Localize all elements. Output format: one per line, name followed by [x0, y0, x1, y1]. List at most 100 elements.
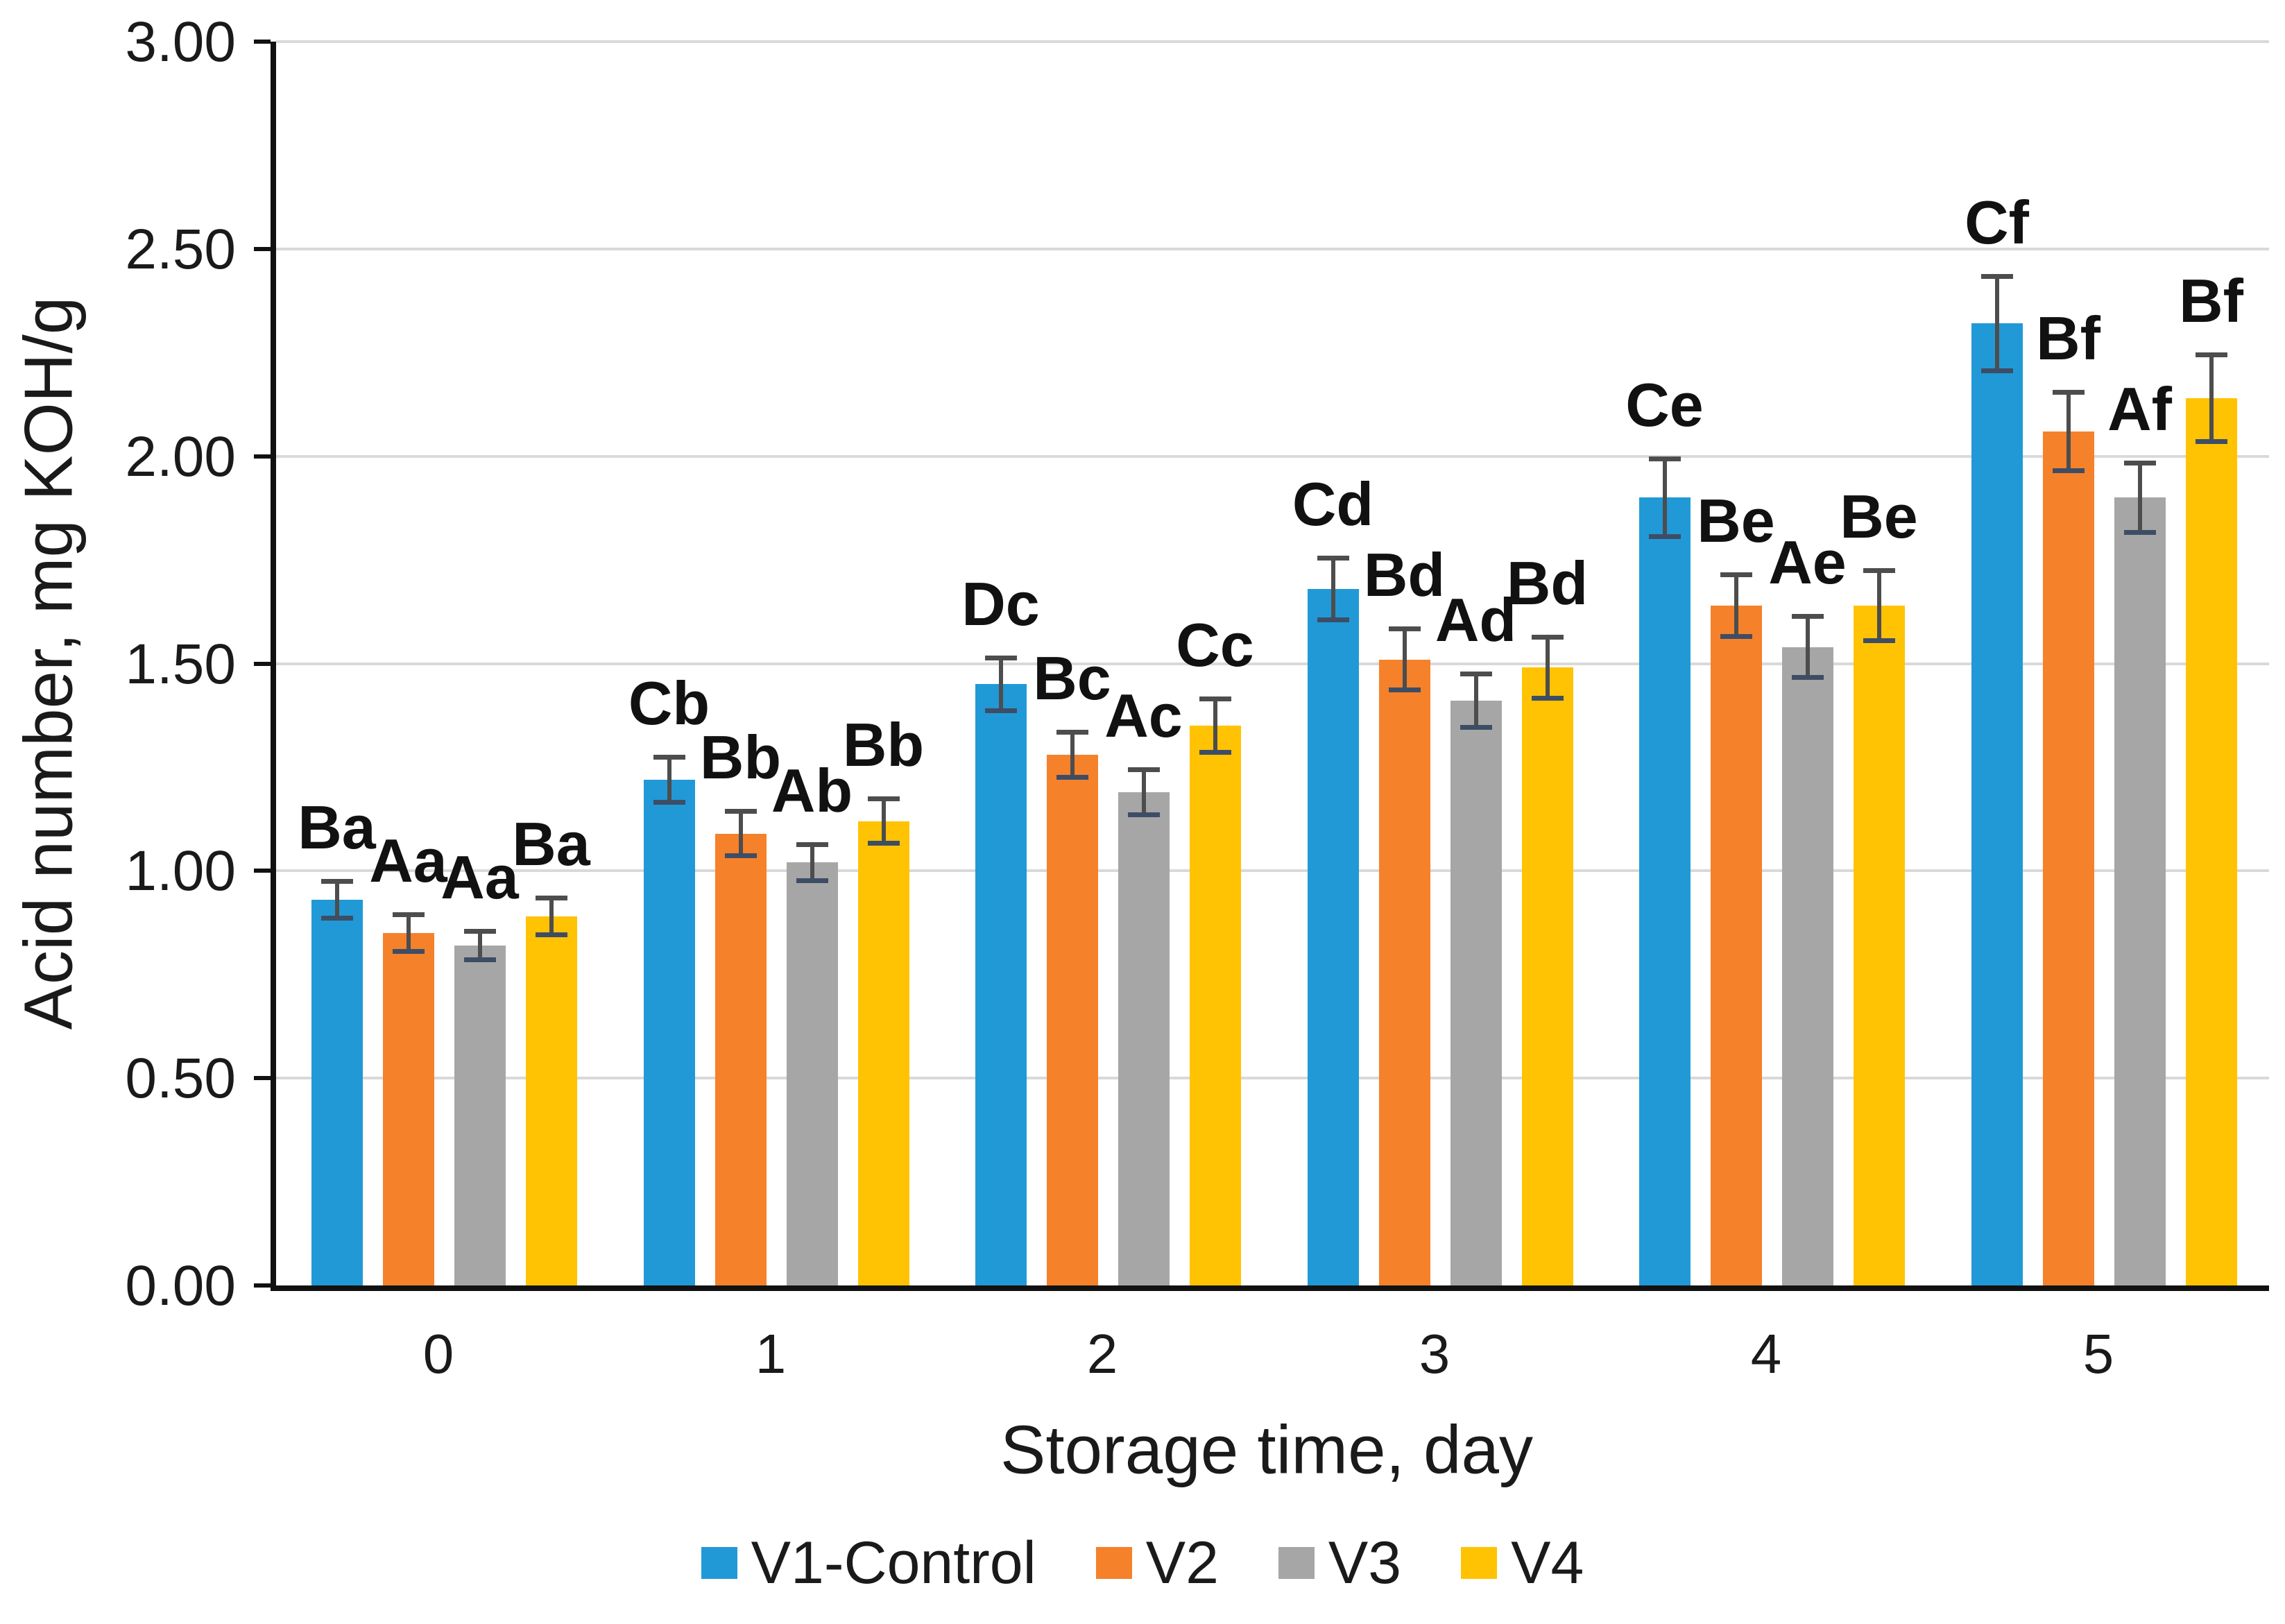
- error-bar: [724, 808, 757, 859]
- legend-item-V1-Control: V1-Control: [701, 1533, 1036, 1593]
- error-bar-cap-top: [1460, 672, 1492, 677]
- error-bar-cap-bottom: [1460, 725, 1492, 730]
- error-bar-line: [810, 841, 814, 884]
- error-bar-cap-top: [463, 929, 496, 934]
- error-bar-line: [1876, 568, 1881, 643]
- error-bar: [1791, 613, 1824, 681]
- significance-label: Ab: [771, 755, 853, 825]
- error-bar-cap-top: [1056, 730, 1088, 735]
- significance-label: Aa: [440, 843, 519, 912]
- error-bar-cap-top: [796, 841, 828, 847]
- error-bar-cap-top: [2195, 352, 2227, 358]
- error-bar: [1863, 568, 1895, 643]
- significance-label: Ce: [1625, 370, 1704, 439]
- error-bar-cap-top: [1863, 568, 1895, 574]
- error-bar-line: [1805, 613, 1810, 681]
- error-bar: [796, 841, 828, 884]
- error-bar-cap-top: [1127, 767, 1160, 772]
- bar-V3-day0: Aa: [440, 847, 519, 1285]
- significance-label: Af: [2107, 374, 2172, 443]
- legend-marker-icon: [1278, 1547, 1315, 1579]
- bar-V2-day3: Bd: [1364, 544, 1445, 1285]
- significance-label: Ad: [1435, 586, 1517, 655]
- error-bar-cap-top: [1648, 456, 1681, 461]
- error-bar-line: [1213, 696, 1217, 755]
- y-axis-tick-label: 3.00: [125, 10, 236, 74]
- significance-label: Dc: [961, 569, 1040, 638]
- x-axis-tick-label: 0: [422, 1323, 454, 1385]
- error-bar-line: [1662, 456, 1667, 540]
- error-bar-cap-bottom: [1648, 534, 1681, 540]
- x-axis-tick-label: 3: [1419, 1323, 1450, 1385]
- error-bar: [1648, 456, 1681, 540]
- error-bar-cap-bottom: [392, 948, 425, 954]
- error-bar-cap-bottom: [1531, 696, 1564, 701]
- significance-label: Cb: [628, 669, 710, 737]
- plot-area: Ba Aa Aa Ba Cb Bb Ab Bb Dc Bc Ac Cc Cd Bd Ad Bd Ce Be Ae Be…: [254, 40, 2269, 1291]
- bar-V3-day4: Ae: [1768, 531, 1847, 1285]
- legend-marker-icon: [1095, 1547, 1132, 1579]
- significance-label: Ba: [298, 793, 376, 862]
- gridline: [276, 40, 2269, 43]
- error-bar-line: [738, 808, 743, 859]
- error-bar-cap-top: [392, 912, 425, 918]
- significance-label: Bb: [699, 722, 782, 792]
- gridline: [276, 454, 2269, 458]
- error-bar-line: [2066, 390, 2071, 473]
- gridline: [276, 1077, 2269, 1080]
- y-axis-tick-mark: [254, 661, 271, 666]
- error-bar-line: [2209, 352, 2214, 444]
- y-axis-tick-label: 2.00: [125, 425, 236, 488]
- error-bar: [1127, 767, 1160, 817]
- error-bar-cap-top: [2052, 390, 2085, 395]
- error-bar-cap-top: [867, 796, 900, 801]
- y-axis-tick-mark: [254, 1076, 271, 1081]
- legend-marker-icon: [1461, 1547, 1498, 1579]
- error-bar-cap-bottom: [1791, 675, 1824, 681]
- error-bar: [1317, 556, 1349, 622]
- error-bar: [1388, 626, 1421, 693]
- error-bar-line: [1545, 634, 1550, 701]
- significance-label: Bc: [1033, 644, 1111, 713]
- error-bar-cap-bottom: [1980, 368, 2013, 374]
- significance-label: Cf: [1965, 187, 2029, 257]
- bar-V4-day2: Cc: [1176, 615, 1254, 1285]
- x-axis-tick-label: 5: [2082, 1323, 2114, 1385]
- error-bar-line: [667, 755, 671, 805]
- bar-V2-day2: Bc: [1033, 648, 1111, 1285]
- significance-label: Bb: [842, 710, 925, 779]
- significance-label: Ac: [1104, 681, 1183, 750]
- error-bar-cap-bottom: [1720, 633, 1752, 639]
- error-bar-cap-bottom: [1863, 638, 1895, 643]
- significance-label: Ae: [1768, 527, 1847, 597]
- error-bar-cap-bottom: [653, 799, 685, 805]
- x-axis-tick-label: 1: [755, 1323, 787, 1385]
- legend: V1-Control V2 V3 V4: [0, 1533, 2285, 1593]
- bar-V4-day4: Be: [1840, 486, 1918, 1285]
- error-bar: [535, 896, 567, 937]
- error-bar-cap-bottom: [1127, 812, 1160, 817]
- y-axis-tick-label: 1.50: [125, 632, 236, 696]
- significance-label: Be: [1840, 482, 1918, 552]
- bar-V2-day5: Bf: [2036, 308, 2100, 1285]
- error-bar: [653, 755, 685, 805]
- legend-item-V3: V3: [1278, 1533, 1401, 1593]
- y-axis-tick-mark: [254, 246, 271, 251]
- error-bar: [463, 929, 496, 962]
- error-bar: [1980, 273, 2013, 374]
- error-bar-cap-bottom: [2123, 530, 2156, 536]
- x-axis-title: Storage time, day: [1000, 1411, 1534, 1488]
- error-bar-cap-bottom: [867, 841, 900, 846]
- gridline: [276, 662, 2269, 665]
- bar-V2-day1: Bb: [700, 726, 781, 1285]
- significance-label: Be: [1697, 486, 1775, 556]
- error-bar: [2052, 390, 2085, 473]
- error-bar-line: [406, 912, 411, 954]
- error-bar-cap-bottom: [535, 932, 567, 937]
- error-bar-cap-top: [1388, 626, 1421, 631]
- error-bar-cap-top: [984, 655, 1017, 660]
- error-bar-cap-bottom: [724, 853, 757, 859]
- significance-label: Cd: [1292, 470, 1374, 539]
- bar-V4-day0: Ba: [512, 814, 590, 1285]
